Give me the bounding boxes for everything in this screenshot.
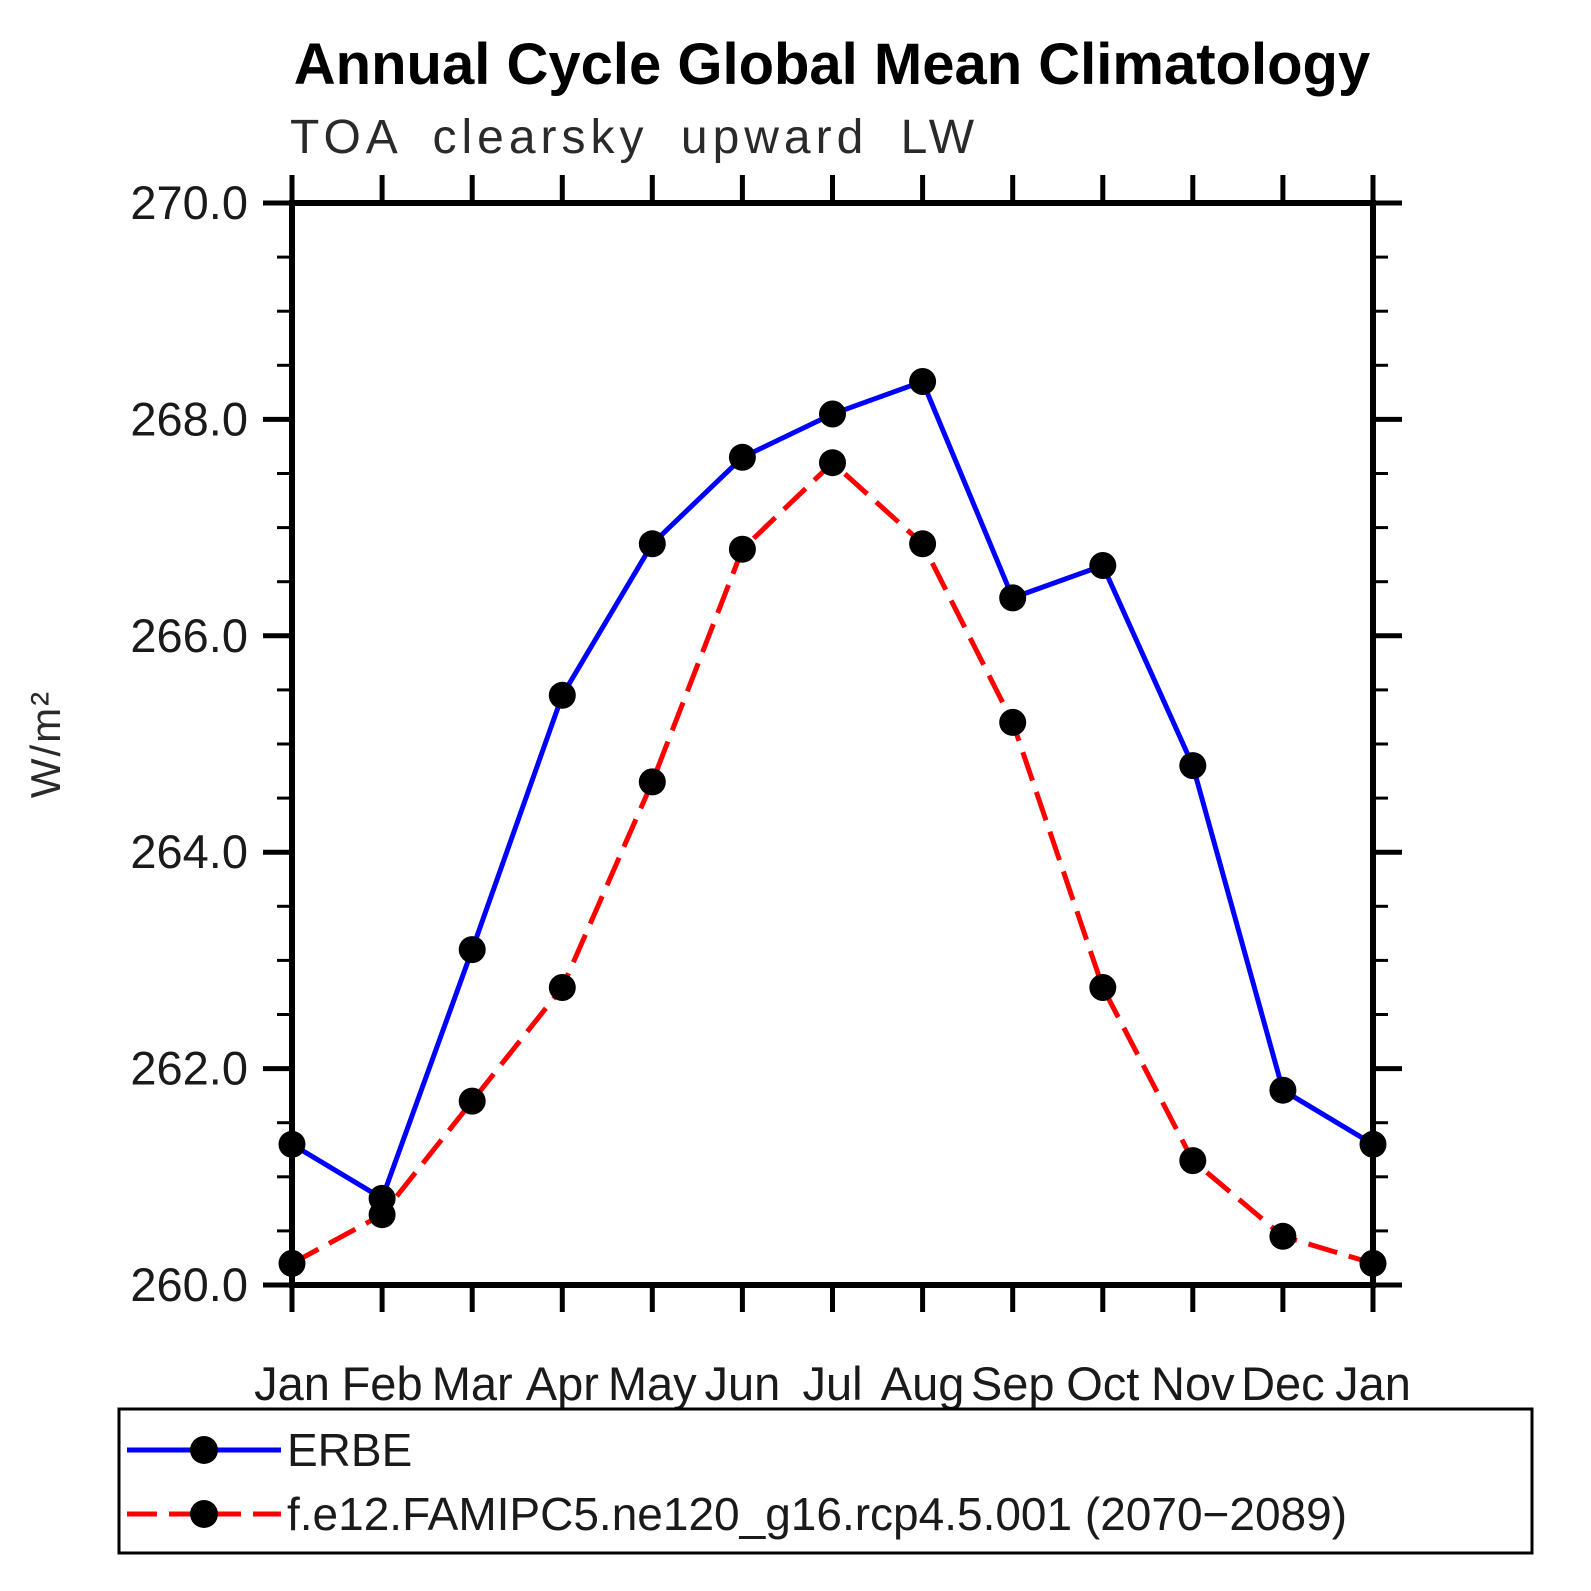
x-tick-label: Dec: [1241, 1357, 1325, 1410]
data-point: [999, 708, 1027, 736]
data-point: [278, 1249, 306, 1277]
data-point: [638, 530, 666, 558]
y-tick-label: 268.0: [130, 392, 248, 445]
data-point: [278, 1130, 306, 1158]
x-tick-label: Jan: [254, 1357, 330, 1410]
data-point: [1089, 974, 1117, 1001]
data-point: [1359, 1130, 1387, 1158]
x-tick-label: Aug: [881, 1357, 965, 1410]
y-axis-label: W/m²: [22, 690, 69, 798]
x-tick-label: Nov: [1151, 1357, 1235, 1410]
plot-area: Jan Feb Mar Apr May Jun Jul Aug Sep Oct Nov Dec Jan2…: [130, 175, 1411, 1410]
y-tick-label: 260.0: [130, 1258, 248, 1311]
legend-marker-model-icon: [190, 1500, 218, 1528]
data-point: [1179, 1147, 1207, 1175]
data-point: [458, 1087, 486, 1115]
data-point: [1269, 1076, 1297, 1104]
data-point: [1089, 552, 1117, 579]
data-point: [728, 443, 756, 471]
chart-subtitle: TOA clearsky upward LW: [290, 111, 979, 164]
x-tick-label: Oct: [1066, 1357, 1139, 1410]
data-point: [548, 974, 576, 1001]
legend-label-model: f.e12.FAMIPC5.ne120_g16.rcp4.5.001 (2070…: [287, 1488, 1347, 1540]
legend: ERBE f.e12.FAMIPC5.ne120_g16.rcp4.5.001 …: [117, 1407, 1534, 1555]
y-tick-label: 266.0: [130, 609, 248, 662]
x-tick-label: Apr: [526, 1357, 599, 1410]
y-tick-label: 264.0: [130, 825, 248, 878]
x-tick-label: Jan: [1335, 1357, 1411, 1410]
data-point: [1269, 1222, 1297, 1250]
data-point: [638, 768, 666, 796]
data-point: [368, 1201, 396, 1229]
series-line-1: [290, 459, 1374, 1266]
data-point: [909, 368, 937, 395]
data-point: [819, 400, 846, 428]
x-tick-label: Jul: [802, 1357, 862, 1410]
legend-label-erbe: ERBE: [287, 1424, 412, 1476]
x-tick-label: Sep: [971, 1357, 1055, 1410]
legend-box: [117, 1407, 1534, 1555]
legend-marker-erbe-icon: [190, 1436, 218, 1464]
y-tick-label: 262.0: [130, 1042, 248, 1095]
data-point: [999, 584, 1027, 612]
data-point: [909, 530, 937, 558]
data-point: [728, 535, 756, 563]
y-tick-label: 270.0: [130, 176, 248, 229]
x-tick-label: May: [608, 1357, 697, 1410]
x-tick-label: Mar: [432, 1357, 513, 1410]
series-line-0: [290, 378, 1375, 1203]
chart-title: Annual Cycle Global Mean Climatology: [294, 32, 1370, 97]
x-tick-label: Jun: [705, 1357, 781, 1410]
data-point: [458, 936, 486, 964]
data-point: [819, 449, 846, 477]
data-point: [548, 681, 576, 709]
data-point: [1359, 1249, 1387, 1277]
x-tick-label: Feb: [342, 1357, 423, 1410]
data-point: [1179, 752, 1207, 780]
